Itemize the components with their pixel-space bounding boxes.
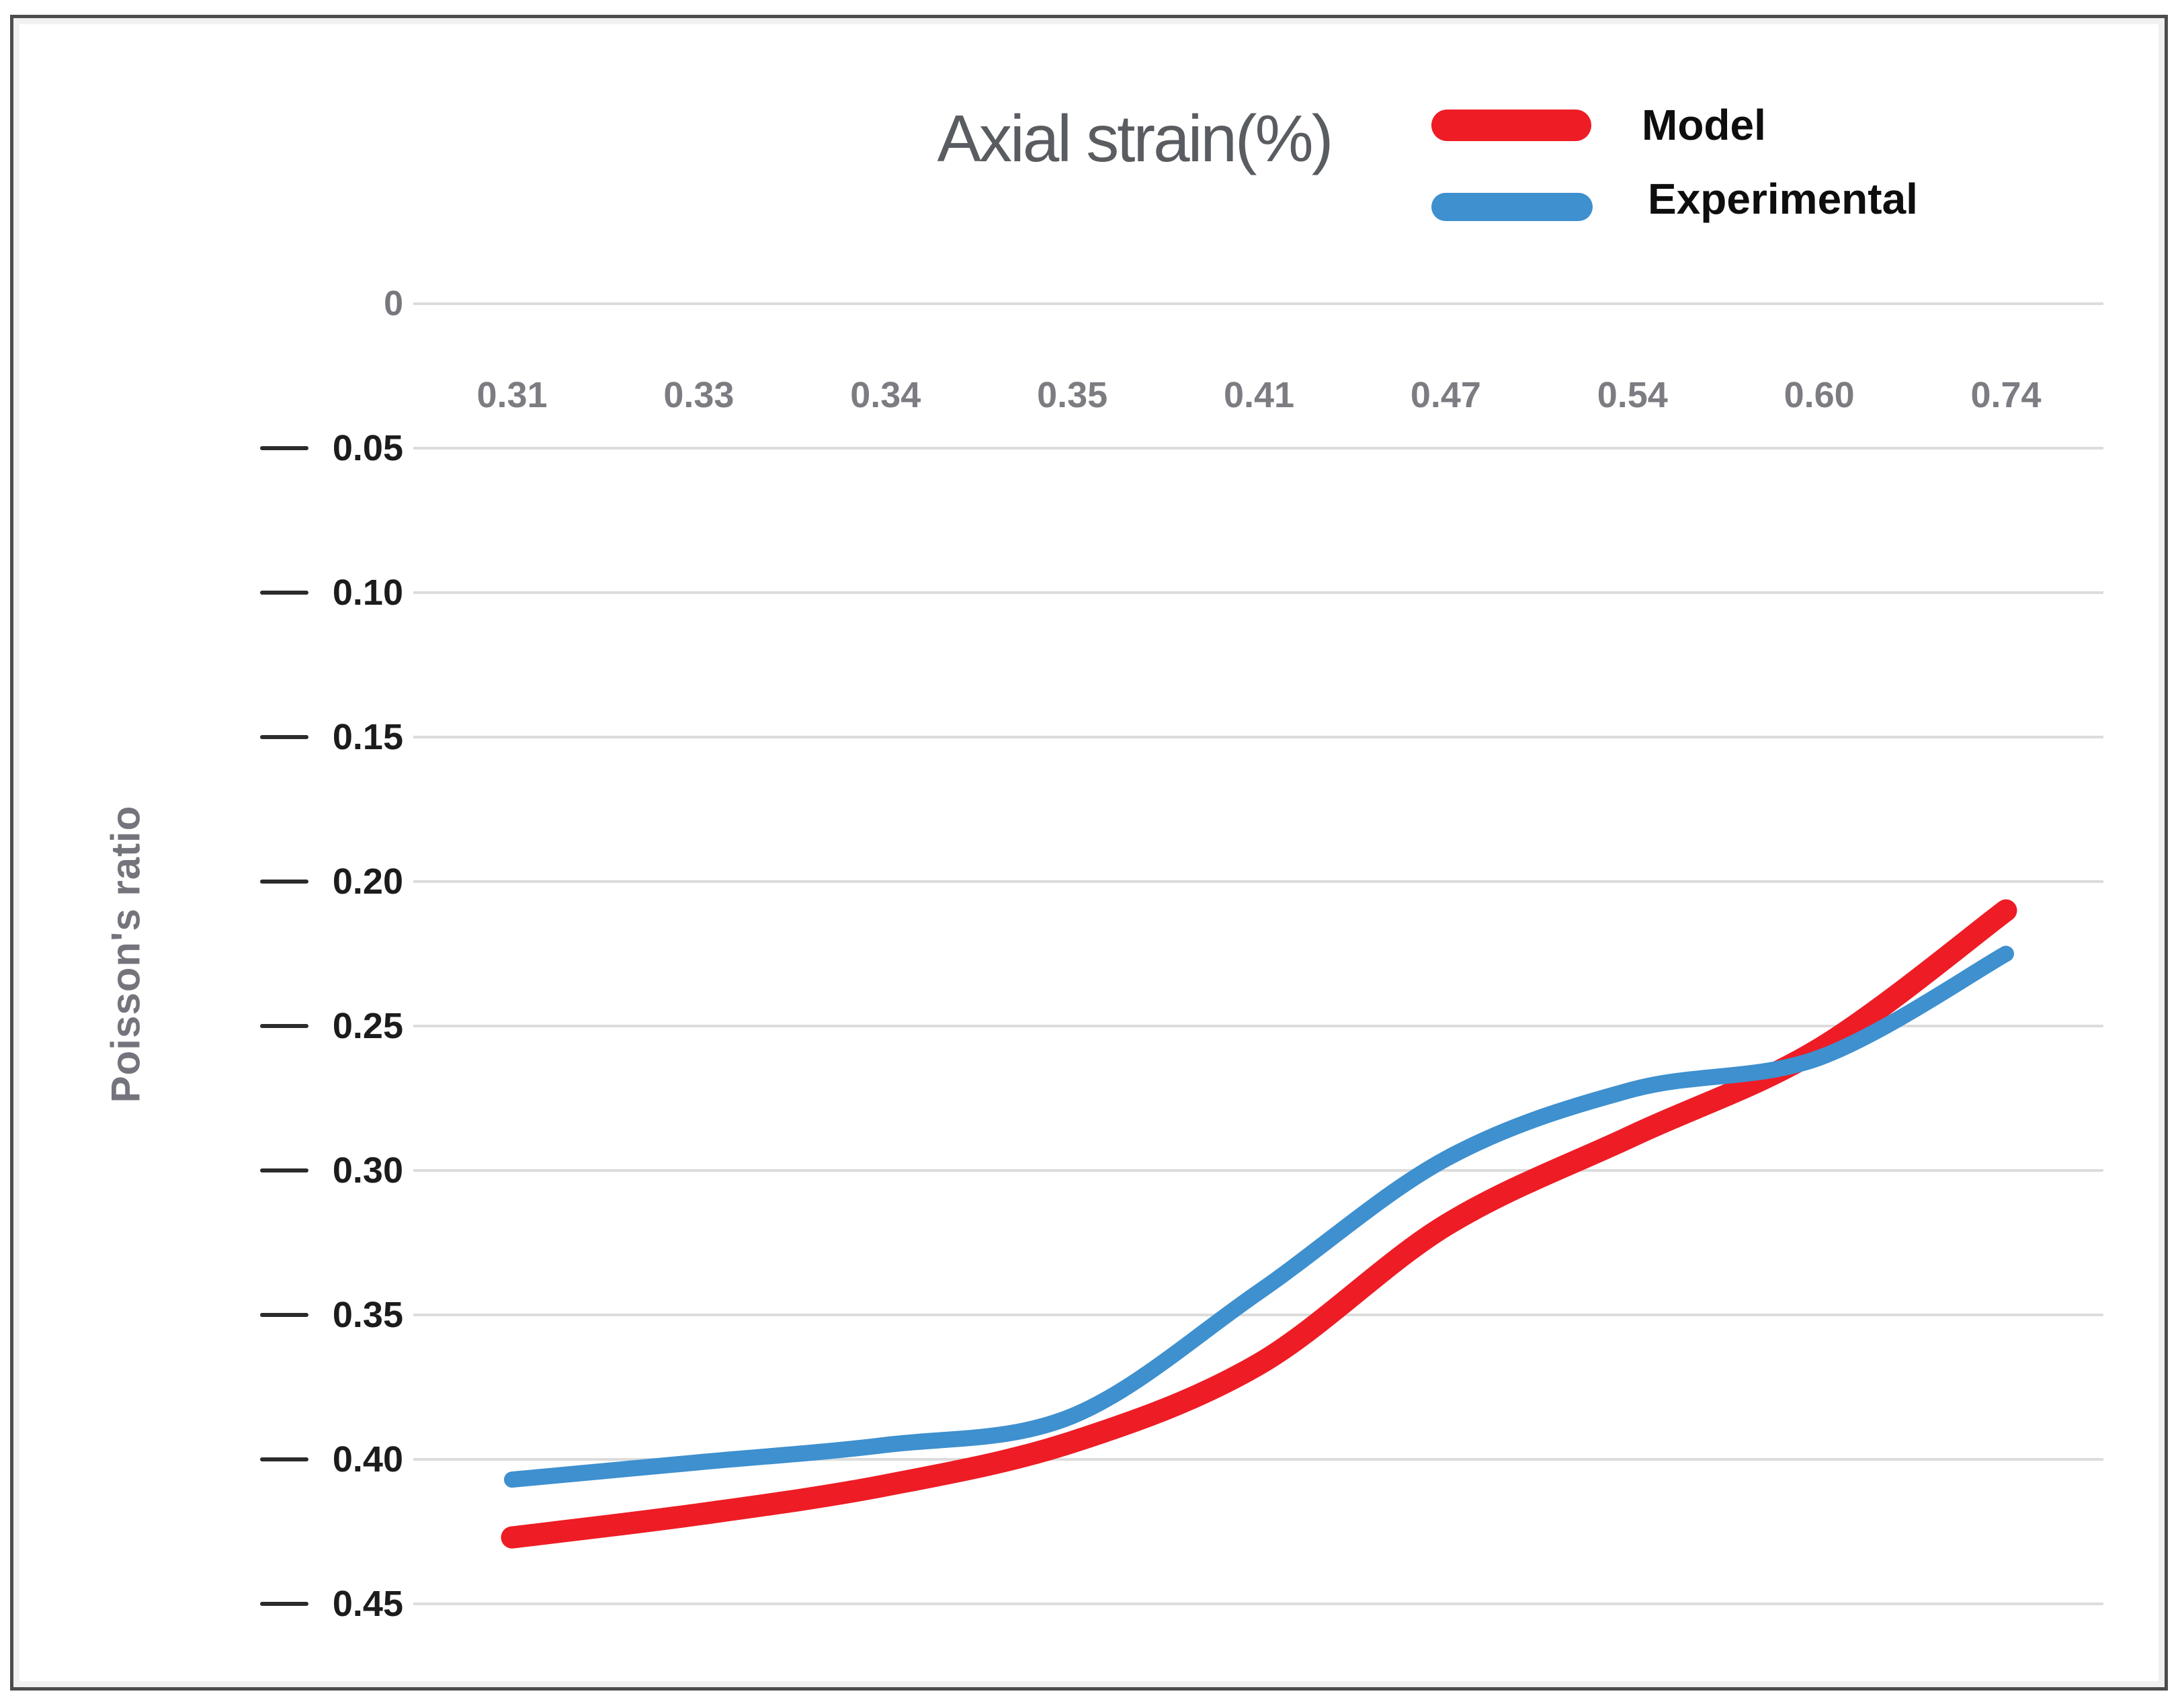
minus-dash bbox=[259, 1457, 308, 1461]
gridline bbox=[413, 1458, 2103, 1461]
minus-dash bbox=[259, 1313, 308, 1317]
minus-dash bbox=[259, 446, 308, 450]
y-tick-value: 0.10 bbox=[332, 572, 403, 613]
y-tick-value: 0.20 bbox=[332, 861, 403, 902]
x-tick-label: 0.33 bbox=[663, 375, 735, 415]
x-tick-label: 0.34 bbox=[850, 375, 921, 415]
x-tick-label: 0.41 bbox=[1223, 375, 1295, 415]
legend-label-model-row: Model bbox=[1642, 99, 1766, 151]
y-tick-label: 0.35 bbox=[259, 1289, 403, 1340]
y-tick-label: 0.20 bbox=[259, 856, 403, 907]
x-tick-label: 0.54 bbox=[1597, 375, 1668, 415]
series-line-model bbox=[501, 899, 2017, 1549]
figure-border bbox=[10, 15, 2168, 1691]
gridline bbox=[413, 302, 2103, 305]
legend-label-model: Model bbox=[1642, 101, 1766, 149]
y-tick-label: 0.45 bbox=[259, 1578, 403, 1629]
gridline bbox=[413, 447, 2103, 450]
legend-item-model bbox=[1431, 110, 1591, 141]
series-line-experimental bbox=[504, 945, 2014, 1488]
minus-dash bbox=[259, 1168, 308, 1172]
experimental-line-swatch bbox=[1431, 193, 1593, 221]
legend-label-experimental: Experimental bbox=[1648, 175, 1918, 223]
minus-dash bbox=[259, 591, 308, 595]
gridline bbox=[413, 1169, 2103, 1172]
y-tick-value: 0.40 bbox=[332, 1439, 403, 1480]
y-tick-value: 0.05 bbox=[332, 428, 403, 468]
gridline bbox=[413, 1603, 2103, 1605]
x-tick-label: 0.74 bbox=[1970, 375, 2042, 415]
legend-item-experimental bbox=[1431, 193, 1593, 221]
chart-title: Axial strain(%) bbox=[937, 101, 1334, 175]
gridline bbox=[413, 1314, 2103, 1316]
x-tick-label: 0.47 bbox=[1410, 375, 1481, 415]
legend-label-experimental-row: Experimental bbox=[1648, 173, 1918, 224]
gridline bbox=[413, 591, 2103, 594]
y-tick-label: 0.40 bbox=[259, 1434, 403, 1485]
gridline bbox=[413, 736, 2103, 738]
y-tick-value: 0.30 bbox=[332, 1150, 403, 1191]
gridline bbox=[413, 880, 2103, 883]
y-tick-label: 0.05 bbox=[259, 423, 403, 474]
model-line-swatch bbox=[1431, 110, 1591, 141]
y-tick-label: 0.30 bbox=[259, 1145, 403, 1196]
y-tick-value: 0.25 bbox=[332, 1006, 403, 1046]
x-tick-label: 0.31 bbox=[476, 375, 548, 415]
x-tick-label: 0.35 bbox=[1037, 375, 1108, 415]
minus-dash bbox=[259, 880, 308, 884]
gridline bbox=[413, 1025, 2103, 1027]
y-tick-value: 0.35 bbox=[332, 1295, 403, 1335]
y-tick-value: 0.45 bbox=[332, 1584, 403, 1624]
x-tick-label: 0.60 bbox=[1784, 375, 1855, 415]
y-tick-label: 0 bbox=[384, 278, 403, 329]
y-tick-value: 0.15 bbox=[332, 717, 403, 757]
y-tick-label: 0.25 bbox=[259, 1000, 403, 1052]
y-tick-label: 0.10 bbox=[259, 567, 403, 618]
y-tick-label: 0.15 bbox=[259, 712, 403, 763]
minus-dash bbox=[259, 1602, 308, 1606]
minus-dash bbox=[259, 1024, 308, 1028]
minus-dash bbox=[259, 735, 308, 739]
y-tick-value: 0 bbox=[384, 284, 403, 323]
